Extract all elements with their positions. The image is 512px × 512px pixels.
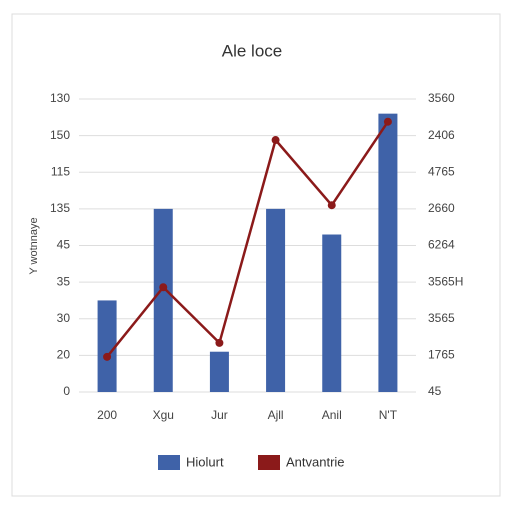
chart-title: Ale loce	[222, 41, 282, 60]
y-tick-label: 150	[50, 128, 70, 142]
x-tick-label: Ajll	[268, 408, 284, 422]
y-tick-label: 115	[51, 164, 70, 178]
y2-tick-label: 2660	[428, 201, 455, 215]
line-point	[215, 338, 224, 347]
bar	[378, 113, 398, 393]
legend-swatch	[158, 455, 180, 470]
bar	[97, 300, 117, 392]
y2-tick-label: 6264	[428, 238, 455, 252]
y-axis-label: Y wotnnaye	[28, 217, 40, 274]
bar	[153, 208, 173, 392]
bar	[266, 208, 286, 392]
y-tick-label: 20	[57, 348, 71, 362]
line-point	[383, 117, 392, 126]
frame	[11, 13, 501, 497]
x-tick-label: N'T	[379, 408, 398, 422]
y2-tick-label: 1765	[428, 348, 455, 362]
line-point	[159, 283, 168, 292]
x-tick-label: 200	[97, 408, 117, 422]
bar	[322, 234, 342, 392]
y-tick-label: 30	[57, 311, 71, 325]
line-point	[327, 201, 336, 210]
y2-tick-label: 3560	[428, 91, 455, 105]
y2-tick-label: 3565	[428, 311, 455, 325]
y-tick-label: 130	[50, 91, 70, 105]
y-tick-label: 0	[63, 384, 70, 398]
line	[106, 121, 389, 358]
y2-tick-label: 4765	[428, 164, 455, 178]
x-tick-label: Xgu	[153, 408, 174, 422]
x-tick-label: Jur	[211, 408, 228, 422]
legend-swatch	[258, 455, 280, 470]
y2-tick-label: 45	[428, 384, 442, 398]
y2-tick-label: 3565H	[428, 274, 463, 288]
x-tick-label: Anil	[322, 408, 342, 422]
y-tick-label: 35	[57, 274, 71, 288]
line-point	[271, 136, 280, 145]
bar	[209, 351, 229, 392]
legend-label: Hiolurt	[186, 454, 224, 469]
line-point	[103, 352, 112, 361]
y-tick-label: 45	[57, 238, 71, 252]
y-tick-label: 135	[50, 201, 70, 215]
y2-tick-label: 2406	[428, 128, 455, 142]
legend-label: Antvantrie	[286, 454, 345, 469]
